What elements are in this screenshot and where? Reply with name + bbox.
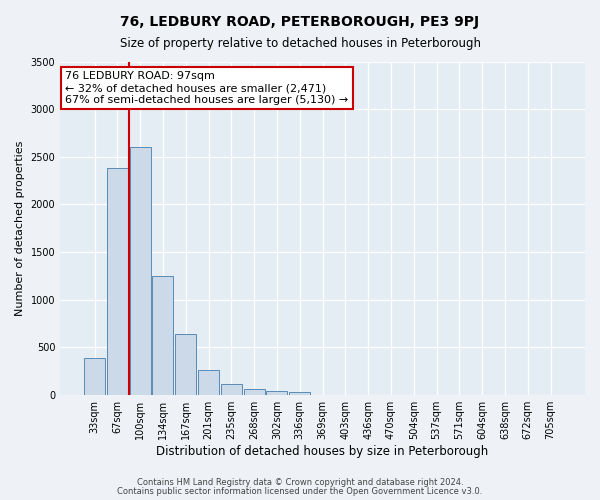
Text: Contains HM Land Registry data © Crown copyright and database right 2024.: Contains HM Land Registry data © Crown c… <box>137 478 463 487</box>
Bar <box>175 334 196 394</box>
Bar <box>130 147 151 394</box>
Text: 76 LEDBURY ROAD: 97sqm
← 32% of detached houses are smaller (2,471)
67% of semi-: 76 LEDBURY ROAD: 97sqm ← 32% of detached… <box>65 72 349 104</box>
Bar <box>198 370 219 394</box>
Text: 76, LEDBURY ROAD, PETERBOROUGH, PE3 9PJ: 76, LEDBURY ROAD, PETERBOROUGH, PE3 9PJ <box>121 15 479 29</box>
Bar <box>266 391 287 394</box>
Bar <box>152 276 173 394</box>
Bar <box>107 168 128 394</box>
Bar <box>289 392 310 394</box>
Text: Contains public sector information licensed under the Open Government Licence v3: Contains public sector information licen… <box>118 487 482 496</box>
Text: Size of property relative to detached houses in Peterborough: Size of property relative to detached ho… <box>119 38 481 51</box>
Bar <box>84 358 105 395</box>
Bar <box>244 390 265 394</box>
Y-axis label: Number of detached properties: Number of detached properties <box>15 140 25 316</box>
X-axis label: Distribution of detached houses by size in Peterborough: Distribution of detached houses by size … <box>157 444 489 458</box>
Bar <box>221 384 242 394</box>
